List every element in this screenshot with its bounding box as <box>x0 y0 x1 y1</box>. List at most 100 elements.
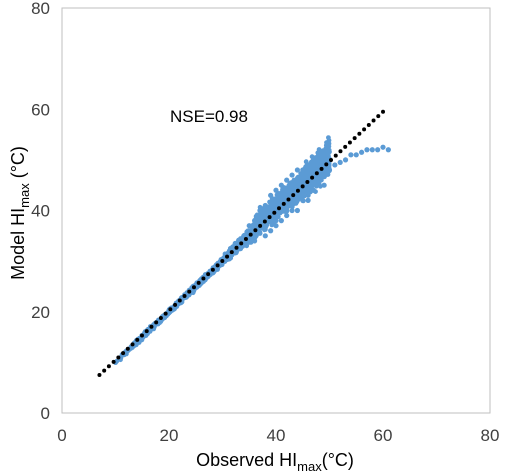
fit-line-dot <box>305 179 310 184</box>
y-axis-title: Model HImax (°C) <box>8 146 32 280</box>
fit-line-dot <box>149 324 154 329</box>
x-tick-label: 80 <box>481 426 500 445</box>
data-point <box>332 162 338 168</box>
fit-line-dot <box>168 307 173 312</box>
x-axis-title-unit: (°C) <box>322 450 354 470</box>
fit-line-dot <box>267 215 272 220</box>
data-point-cloud <box>114 135 332 364</box>
fit-line-dot <box>243 237 248 242</box>
x-axis-title: Observed HImax(°C) <box>196 450 354 473</box>
data-point <box>348 152 354 158</box>
fit-line-dot <box>106 364 111 369</box>
fit-line-dot <box>206 272 211 277</box>
fit-line <box>97 109 385 378</box>
data-point <box>294 167 300 173</box>
x-tick-label: 60 <box>374 426 393 445</box>
fit-line-dot <box>154 320 159 325</box>
data-point <box>289 207 295 214</box>
data-point <box>342 157 349 163</box>
fit-line-dot <box>310 175 315 180</box>
fit-line-dot <box>329 158 334 163</box>
data-point <box>369 147 375 153</box>
fit-line-dot <box>121 351 126 356</box>
fit-line-dot <box>187 289 192 294</box>
fit-line-dot <box>281 201 286 206</box>
x-tick-label: 40 <box>267 426 286 445</box>
fit-line-dot <box>229 250 234 255</box>
data-point <box>246 223 252 229</box>
y-tick-label: 80 <box>31 0 50 18</box>
fit-line-dot <box>295 188 300 193</box>
data-point <box>284 212 290 219</box>
data-point <box>385 147 391 153</box>
fit-line-dot <box>144 329 149 334</box>
data-point <box>364 147 370 153</box>
fit-line-dot <box>97 373 102 378</box>
data-point <box>375 147 381 153</box>
data-point <box>321 182 327 188</box>
fit-line-dot <box>291 193 296 198</box>
fit-line-dot <box>173 302 178 307</box>
fit-line-dot <box>376 114 381 119</box>
fit-line-dot <box>182 294 187 299</box>
y-tick-label: 40 <box>31 202 50 221</box>
y-axis-title-unit: (°C) <box>8 146 28 183</box>
fit-line-dot <box>225 254 230 259</box>
y-tick-label: 0 <box>41 404 50 423</box>
y-axis-title-main: Model HI <box>8 208 28 280</box>
nse-annotation: NSE=0.98 <box>170 107 248 126</box>
fit-line-dot <box>343 144 348 149</box>
fit-line-dot <box>234 245 239 250</box>
fit-line-dot <box>347 140 352 145</box>
fit-line-dot <box>262 219 267 224</box>
fit-line-dot <box>371 118 376 123</box>
fit-line-dot <box>139 333 144 338</box>
fit-line-dot <box>253 228 258 233</box>
fit-line-dot <box>116 355 121 360</box>
fit-line-dot <box>258 223 263 228</box>
y-tick-label: 60 <box>31 100 50 119</box>
fit-line-dot <box>338 149 343 154</box>
data-point <box>305 197 311 203</box>
fit-line-dot <box>333 153 338 158</box>
data-point <box>268 228 274 234</box>
fit-line-dot <box>158 315 163 320</box>
fit-line-dot <box>277 206 282 211</box>
data-point <box>262 233 268 239</box>
fit-line-dot <box>210 267 215 272</box>
fit-line-dot <box>201 276 206 281</box>
fit-line-dot <box>163 311 168 316</box>
plot-area-frame <box>61 7 491 414</box>
fit-line-dot <box>239 241 244 246</box>
fit-line-dot <box>324 162 329 167</box>
data-point <box>289 172 295 178</box>
fit-line-dot <box>130 342 135 347</box>
fit-line-dot <box>319 166 324 171</box>
fit-line-dot <box>352 136 357 141</box>
x-axis-title-main: Observed HI <box>196 450 297 470</box>
fit-line-dot <box>381 109 385 114</box>
fit-line-dot <box>177 298 182 303</box>
fit-line-dot <box>191 285 196 290</box>
x-axis-title-subscript: max <box>297 459 322 473</box>
data-point <box>278 218 284 224</box>
data-point <box>359 149 365 155</box>
data-point <box>353 152 359 158</box>
y-tick-label: 20 <box>31 303 50 322</box>
fit-line-dot <box>220 258 225 263</box>
fit-line-dot <box>357 131 362 136</box>
fit-line-dot <box>215 263 220 268</box>
data-point <box>294 207 300 214</box>
fit-line-dot <box>248 232 253 237</box>
fit-line-dot <box>286 197 291 202</box>
data-point <box>380 144 386 150</box>
fit-line-dot <box>196 280 201 285</box>
fit-line-dot <box>300 184 305 189</box>
fit-line-dot <box>314 171 319 176</box>
fit-line-dot <box>125 346 130 351</box>
x-tick-label: 20 <box>160 426 179 445</box>
fit-line-dot <box>272 210 277 215</box>
fit-line-dot <box>102 368 107 373</box>
data-point <box>284 177 290 183</box>
